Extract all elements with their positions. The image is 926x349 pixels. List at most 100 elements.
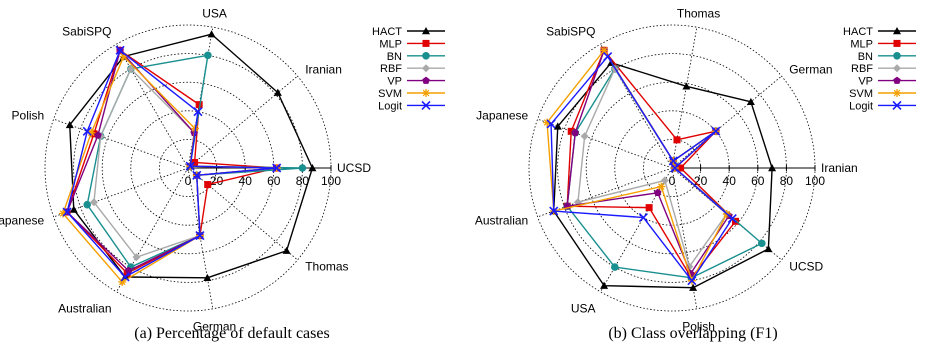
- legend-label-logit: Logit: [849, 100, 873, 112]
- spoke-japanese: [53, 167, 189, 218]
- spoke-iranian: [187, 75, 298, 169]
- series-line-hact: [553, 62, 773, 289]
- legend-label-hact: HACT: [372, 26, 402, 38]
- point-logit-german: [711, 126, 721, 136]
- point-hact-thomas: [282, 246, 291, 254]
- point-vp-usa: [653, 188, 662, 197]
- legend-label-logit: Logit: [378, 100, 402, 112]
- legend-marker-vp: [893, 76, 901, 84]
- legend-marker-logit: [892, 100, 902, 110]
- legend-marker-svm: [893, 89, 901, 97]
- spoke-german: [671, 75, 782, 169]
- legend-entry-vp: VP: [858, 76, 916, 88]
- axis-label-australian: Australian: [475, 213, 528, 227]
- point-hact-polish: [65, 120, 74, 129]
- legend-entry-rbf: RBF: [380, 63, 445, 75]
- legend-marker-rbf: [422, 64, 430, 73]
- point-logit-iranian: [185, 161, 195, 171]
- tick-label-40: 40: [239, 174, 253, 188]
- series-line-vp: [566, 49, 730, 275]
- tick-label-20: 20: [210, 174, 224, 188]
- tick-label-0: 0: [185, 174, 192, 188]
- legend-marker-hact: [422, 27, 430, 35]
- axis-label-sabispq: SabiSPQ: [546, 24, 595, 38]
- axis-label-german: German: [193, 320, 236, 334]
- caption-b: (b) Class overlapping (F1): [608, 325, 777, 342]
- point-bn-usa: [611, 263, 619, 271]
- legend-entry-hact: HACT: [372, 26, 445, 38]
- legend-entry-mlp: MLP: [379, 38, 445, 50]
- point-hact-german: [746, 97, 755, 106]
- legend-label-svm: SVM: [849, 88, 873, 100]
- point-logit-polish: [82, 126, 92, 136]
- point-bn-japanese: [83, 200, 92, 209]
- point-rbf-sabispq: [126, 64, 135, 73]
- caption-a: (a) Percentage of default cases: [134, 325, 329, 342]
- legend-entry-logit: Logit: [378, 100, 445, 112]
- point-mlp-iranian: [677, 164, 685, 172]
- point-logit-thomas: [668, 156, 678, 166]
- legend-entry-bn: BN: [858, 51, 916, 63]
- point-logit-polish: [687, 276, 697, 286]
- axis-label-australian: Australian: [58, 302, 111, 316]
- legend-label-bn: BN: [858, 51, 873, 63]
- axis-label-iranian: Iranian: [821, 161, 858, 175]
- point-logit-japanese: [62, 207, 72, 217]
- point-hact-usa: [207, 30, 216, 38]
- legend-label-mlp: MLP: [379, 38, 402, 50]
- legend-entry-svm: SVM: [378, 88, 445, 100]
- tick-label-100: 100: [321, 174, 341, 188]
- point-bn-ucsd: [758, 239, 766, 248]
- axis-label-thomas: Thomas: [677, 6, 720, 20]
- legend-marker-mlp: [422, 39, 430, 47]
- legend-entry-mlp: MLP: [850, 38, 916, 50]
- legend-entry-svm: SVM: [849, 88, 916, 100]
- axis-label-ucsd: UCSD: [337, 161, 371, 175]
- legend-entry-bn: BN: [387, 51, 445, 63]
- tick-label-0: 0: [669, 174, 676, 188]
- point-logit-sabispq: [115, 45, 125, 55]
- point-hact-iranian: [768, 164, 777, 172]
- legend-marker-hact: [893, 27, 901, 35]
- point-vp-polish: [94, 131, 102, 139]
- legend-marker-logit: [421, 100, 431, 110]
- spoke-australian: [537, 167, 673, 218]
- legend-label-vp: VP: [858, 76, 873, 88]
- series-hact: [549, 58, 777, 291]
- point-bn-usa: [204, 51, 212, 60]
- spoke-usa: [187, 27, 214, 169]
- point-vp-australian: [124, 266, 133, 275]
- radar-chart-b: 0 20 40 60 80 100IranianGermanThomasSabiSPQJa…: [475, 6, 858, 333]
- series-line-svm: [546, 49, 728, 282]
- point-svm-usa: [657, 182, 666, 191]
- legend-label-vp: VP: [387, 76, 402, 88]
- tick-label-80: 80: [780, 174, 794, 188]
- tick-label-60: 60: [267, 174, 281, 188]
- spoke-sabispq: [116, 43, 189, 169]
- point-logit-german: [195, 231, 205, 241]
- point-logit-iranian: [670, 163, 680, 173]
- legend-marker-rbf: [893, 64, 901, 73]
- point-mlp-thomas: [204, 181, 212, 189]
- axis-label-usa: USA: [571, 302, 596, 316]
- legend-label-mlp: MLP: [850, 38, 873, 50]
- point-hact-iranian: [273, 88, 282, 96]
- legend-marker-bn: [893, 52, 901, 60]
- legend-marker-mlp: [893, 39, 901, 47]
- series-mlp: [563, 46, 740, 282]
- series-logit: [546, 51, 737, 286]
- point-hact-polish: [689, 283, 698, 291]
- legend-marker-bn: [422, 52, 430, 60]
- series-line-mlp: [566, 49, 737, 279]
- legend-label-svm: SVM: [378, 88, 402, 100]
- point-mlp-japanese: [567, 127, 575, 135]
- point-mlp-iranian: [191, 158, 199, 166]
- point-rbf-japanese: [89, 198, 98, 207]
- point-logit-usa: [638, 212, 648, 223]
- legend-marker-vp: [422, 76, 430, 84]
- legend-entry-logit: Logit: [849, 100, 916, 112]
- axis-label-ucsd: UCSD: [789, 259, 823, 273]
- axis-label-polish: Polish: [12, 109, 45, 123]
- point-logit-thomas: [192, 170, 202, 180]
